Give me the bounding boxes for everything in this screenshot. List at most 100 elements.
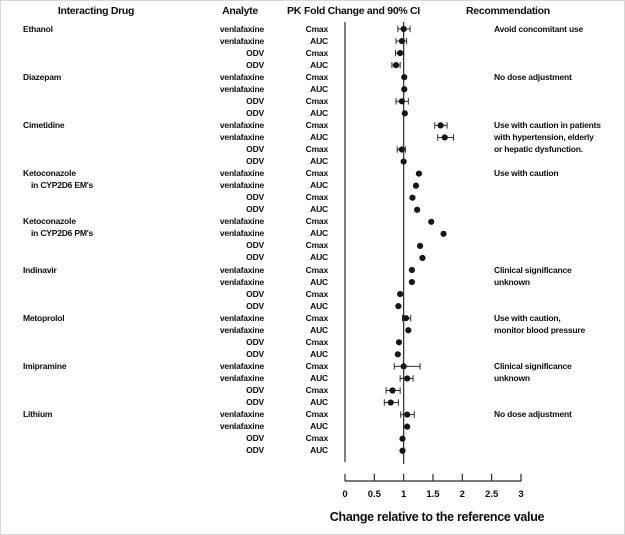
column-header-interacting-drug: Interacting Drug (57, 5, 135, 17)
pk-label: AUC (310, 397, 328, 408)
analyte-label: venlafaxine (219, 216, 264, 227)
drug-name: Metoprolol (23, 312, 65, 323)
analyte-label: venlafaxine (219, 168, 264, 179)
pk-label: AUC (310, 204, 328, 215)
pk-label: AUC (310, 156, 328, 167)
data-point (398, 37, 406, 45)
drug-name: Ketoconazole (23, 168, 76, 179)
pk-label: AUC (310, 107, 328, 118)
analyte-label: venlafaxine (219, 372, 264, 383)
recommendation-text: Use with caution in patients (494, 119, 601, 130)
x-tick-label: 1.5 (426, 489, 440, 500)
data-point (404, 411, 411, 418)
analyte-label: ODV (246, 144, 264, 154)
analyte-label: ODV (246, 445, 264, 456)
pk-label: AUC (310, 35, 328, 46)
pk-label: Cmax (305, 360, 329, 371)
x-tick-label: 1 (401, 489, 407, 500)
data-point (415, 170, 423, 177)
pk-label: Cmax (305, 433, 329, 444)
data-point (416, 242, 424, 249)
data-point (392, 62, 400, 69)
analyte-label: ODV (246, 348, 264, 359)
analyte-label: venlafaxine (219, 23, 264, 34)
pk-label: Cmax (305, 264, 329, 275)
recommendation-text: unknown (494, 372, 530, 383)
recommendation-text: Clinical significance (494, 264, 572, 275)
data-point (408, 266, 415, 274)
pk-label: AUC (310, 131, 328, 142)
pk-label: Cmax (305, 288, 329, 299)
analyte-label: ODV (246, 59, 264, 70)
analyte-label: venlafaxine (219, 228, 264, 239)
x-tick-label: 0 (342, 489, 347, 500)
pk-label: Cmax (305, 312, 329, 323)
data-point (400, 158, 407, 165)
recommendation-text: Use with caution (494, 168, 559, 179)
column-header-pk: PK (287, 5, 301, 17)
x-tick-label: 2.5 (485, 489, 499, 500)
data-point (401, 110, 408, 117)
pk-label: Cmax (305, 144, 329, 154)
recommendation-text: monitor blood pressure (494, 324, 585, 335)
data-point (395, 303, 402, 310)
drug-name: Lithium (23, 409, 53, 420)
pk-label: AUC (310, 348, 328, 359)
pk-label: AUC (310, 300, 328, 311)
data-point (409, 194, 416, 201)
pk-label: Cmax (305, 409, 329, 420)
data-point (440, 230, 447, 237)
analyte-label: venlafaxine (219, 83, 264, 94)
data-point (437, 122, 444, 129)
data-point (399, 435, 406, 442)
analyte-label: ODV (246, 240, 264, 251)
drug-name: Indinavir (23, 264, 57, 275)
drug-name: Diazepam (23, 71, 62, 82)
pk-label: AUC (310, 59, 328, 70)
data-point (404, 423, 411, 430)
data-point (412, 182, 420, 189)
data-point (441, 134, 448, 141)
pk-label: AUC (310, 445, 328, 456)
pk-label: Cmax (305, 119, 329, 130)
analyte-label: venlafaxine (219, 421, 264, 432)
data-point (397, 291, 404, 298)
drug-name: Ketoconazole (23, 216, 76, 227)
data-point (389, 387, 396, 394)
pk-label: AUC (310, 252, 328, 263)
analyte-label: ODV (246, 156, 264, 167)
pk-label: AUC (310, 372, 328, 383)
recommendation-text: No dose adjustment (494, 71, 572, 82)
recommendation-text: Clinical significance (494, 360, 572, 371)
analyte-label: ODV (246, 300, 264, 311)
data-point (404, 375, 411, 382)
recommendation-text: unknown (494, 276, 530, 287)
pk-label: Cmax (305, 240, 329, 251)
data-point (400, 25, 407, 33)
x-tick-label: 3 (518, 489, 523, 500)
analyte-label: ODV (246, 107, 264, 118)
pk-label: Cmax (305, 23, 329, 34)
pk-label: AUC (310, 324, 328, 335)
data-point (398, 146, 406, 153)
drug-name: Ethanol (23, 23, 53, 34)
analyte-label: venlafaxine (219, 312, 264, 323)
data-point (414, 206, 421, 213)
data-point (401, 74, 408, 81)
analyte-label: venlafaxine (219, 360, 264, 371)
x-axis-title: Change relative to the reference value (329, 510, 545, 524)
drug-name: in CYP2D6 EM's (31, 180, 94, 191)
pk-label: AUC (310, 228, 328, 239)
column-header-fold-change: Fold Change and 90% CI (304, 5, 420, 17)
recommendation-text: with hypertension, elderly (494, 131, 594, 142)
analyte-label: venlafaxine (219, 276, 264, 287)
data-point (395, 339, 403, 346)
x-tick-label: 2 (460, 489, 465, 500)
recommendation-text: or hepatic dysfunction. (494, 144, 583, 154)
pk-label: Cmax (305, 71, 329, 82)
analyte-label: ODV (246, 433, 264, 444)
pk-label: Cmax (305, 216, 329, 227)
data-point (399, 447, 406, 454)
pk-label: Cmax (305, 385, 329, 395)
